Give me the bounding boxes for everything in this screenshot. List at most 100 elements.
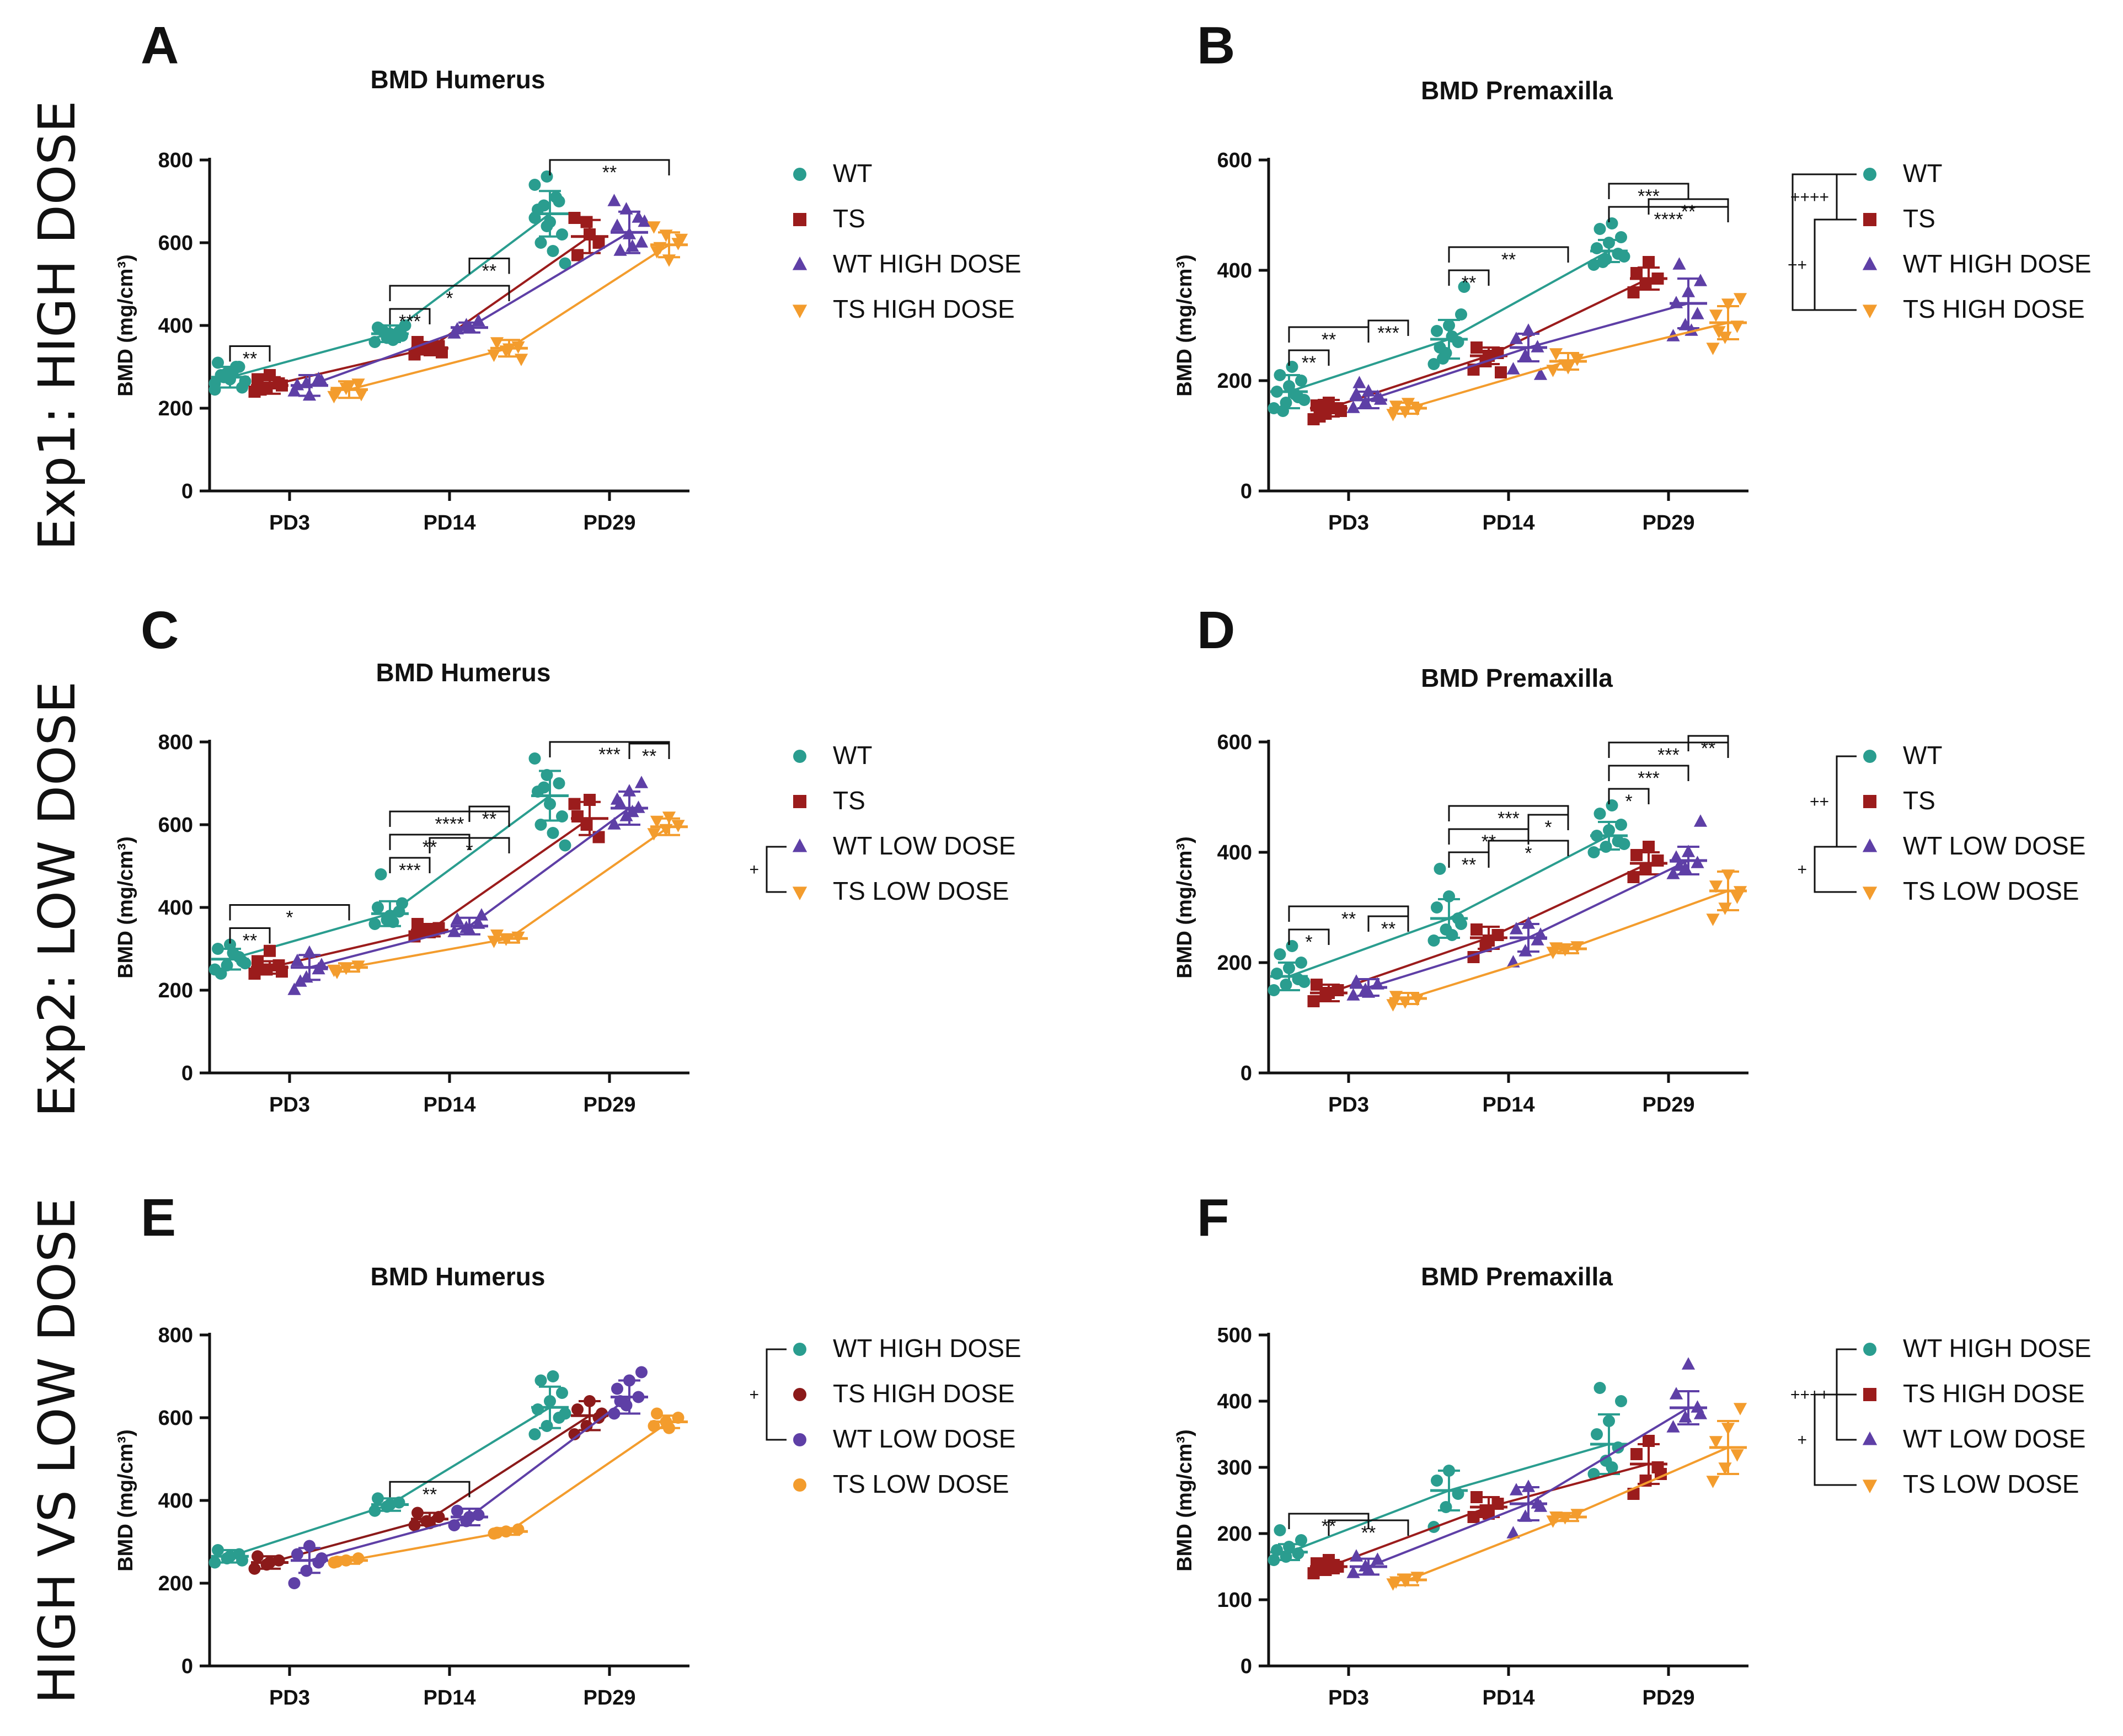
data-point <box>447 925 461 937</box>
bracket-line <box>1448 828 1530 845</box>
y-tick-label: 400 <box>158 896 193 920</box>
data-point <box>1349 974 1363 987</box>
data-point <box>1593 223 1606 235</box>
significance-bracket: ** <box>1448 851 1490 875</box>
bracket-line <box>1608 765 1689 781</box>
data-point <box>1587 259 1600 271</box>
data-point <box>1591 242 1603 254</box>
legend: WT TS WT LOW DOSE TS LOW DOSE + <box>749 741 1015 905</box>
data-point <box>1268 984 1280 996</box>
series-ts-high-dose <box>327 221 688 404</box>
data-point <box>354 388 368 402</box>
panel-C: C BMD Humerus 0 200 400 600 800 PD3 PD14 PD29 BMD … <box>114 601 1015 1117</box>
x-tick-label: PD29 <box>583 1093 635 1117</box>
data-point <box>1274 948 1286 960</box>
data-point <box>411 918 424 930</box>
legend-marker <box>1862 838 1878 852</box>
y-tick-label: 400 <box>158 314 193 338</box>
significance-label: *** <box>1657 745 1680 766</box>
data-point <box>547 1370 559 1382</box>
significance-label: ** <box>243 349 257 370</box>
data-point <box>580 216 593 228</box>
x-tick-label: PD3 <box>1328 1686 1369 1710</box>
legend-marker <box>793 213 806 226</box>
data-point <box>1709 309 1723 322</box>
legend-label: TS LOW DOSE <box>833 1470 1009 1498</box>
series-ts <box>248 212 608 398</box>
legend-label: WT <box>833 159 873 188</box>
significance-label: ** <box>1462 273 1476 293</box>
data-point <box>1570 354 1584 366</box>
significance-bracket: * <box>1488 840 1569 864</box>
data-point <box>315 1552 328 1564</box>
data-point <box>1533 367 1548 380</box>
significance-bracket: ** <box>468 805 510 830</box>
legend-marker <box>1862 886 1878 900</box>
series-ts-low-dose <box>1386 1403 1747 1591</box>
data-point <box>568 212 581 224</box>
data-point <box>291 1548 303 1561</box>
bracket-line <box>1488 840 1569 856</box>
bracket-line <box>429 837 510 853</box>
legend-bracket-label: + <box>749 861 759 879</box>
bracket-line <box>229 927 271 944</box>
data-point <box>1509 332 1523 344</box>
data-point <box>674 233 688 247</box>
y-tick-label: 400 <box>1217 841 1252 864</box>
x-tick-label: PD29 <box>583 1686 635 1710</box>
series-ts <box>1307 841 1667 1007</box>
data-point <box>1361 384 1376 397</box>
legend-label: TS <box>833 204 865 233</box>
data-point <box>1506 362 1520 375</box>
panel-letter: F <box>1197 1188 1229 1247</box>
legend-label: TS HIGH DOSE <box>1903 295 2085 323</box>
y-tick-label: 0 <box>1240 1655 1252 1678</box>
data-point <box>1691 307 1704 319</box>
data-point <box>1470 341 1483 354</box>
legend-marker <box>1862 305 1878 318</box>
y-tick-label: 200 <box>1217 952 1252 975</box>
data-point <box>1470 1491 1483 1503</box>
bracket-line <box>229 345 271 362</box>
data-point <box>1470 923 1483 936</box>
legend-bracket <box>1792 173 1857 311</box>
legend-bracket <box>1836 755 1857 848</box>
significance-bracket: ** <box>1288 349 1330 373</box>
data-point <box>1627 871 1640 883</box>
data-point <box>1693 814 1708 827</box>
data-point <box>635 1366 648 1379</box>
data-point <box>1427 934 1440 947</box>
data-point <box>1533 1499 1548 1512</box>
legend-marker <box>792 257 808 270</box>
chart-title: BMD Premaxilla <box>1421 76 1613 105</box>
bracket-line <box>628 743 670 759</box>
data-point <box>1709 1436 1723 1449</box>
legend-marker <box>1863 750 1876 763</box>
y-tick-label: 800 <box>158 149 193 172</box>
y-tick-label: 100 <box>1217 1589 1252 1612</box>
data-point <box>368 918 381 930</box>
y-tick-label: 200 <box>158 397 193 420</box>
bracket-line <box>1608 788 1650 804</box>
data-point <box>1286 940 1298 952</box>
data-point <box>1289 388 1301 400</box>
y-tick-label: 200 <box>158 979 193 1002</box>
significance-label: *** <box>1638 768 1660 789</box>
legend-label: WT HIGH DOSE <box>833 249 1022 278</box>
data-point <box>287 982 301 995</box>
data-point <box>541 170 553 183</box>
y-axis-label: BMD (mg/cm³) <box>114 836 137 979</box>
data-point <box>553 777 565 789</box>
data-point <box>1606 1461 1618 1473</box>
data-point <box>622 784 637 797</box>
data-point <box>550 191 562 204</box>
data-point <box>1431 325 1443 337</box>
significance-label: ** <box>1361 1523 1376 1543</box>
significance-label: * <box>466 840 473 861</box>
y-tick-label: 0 <box>181 1062 193 1085</box>
bracket-line <box>389 834 470 850</box>
data-point <box>1630 267 1643 279</box>
significance-label: ** <box>423 1484 437 1505</box>
data-point <box>608 1407 621 1420</box>
data-point <box>1431 901 1443 914</box>
